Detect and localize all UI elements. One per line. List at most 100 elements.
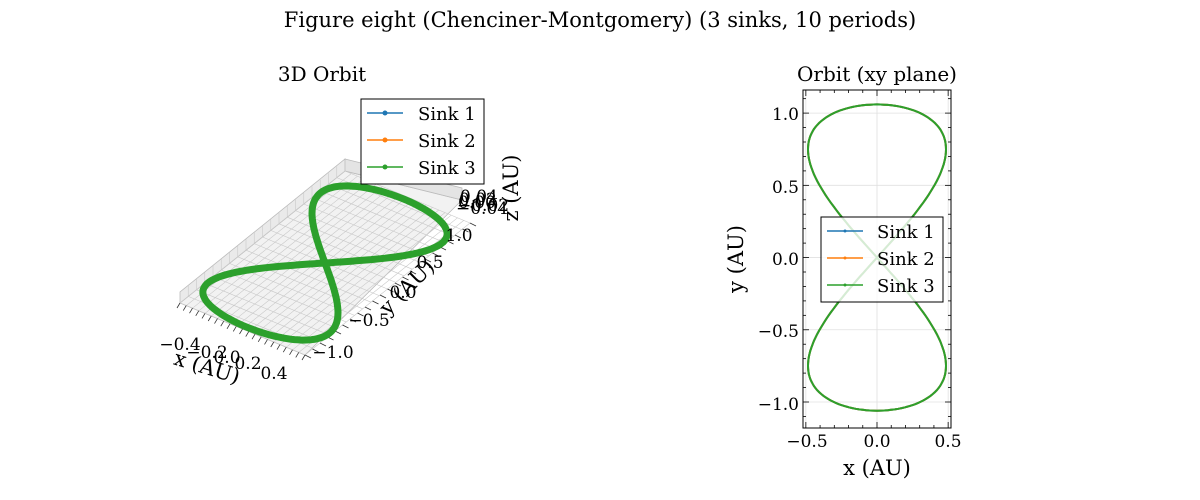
grid3d-line-y [221, 269, 347, 323]
z3d-axis-label: z (AU) [499, 155, 523, 222]
grid3d-line-y [212, 276, 339, 329]
y3d-tick-mark [462, 228, 469, 233]
x3d-tick-mark [220, 320, 225, 327]
grid3d-line-y [204, 282, 330, 336]
x3d-tick-mark [239, 328, 243, 335]
legend-sink-2-marker [843, 256, 847, 260]
x3d-tick-label: −0.2 [186, 343, 227, 363]
y3d-tick-label: −1.0 [312, 343, 353, 363]
sink-3-orbit-3d [199, 182, 451, 344]
y2d-tick-label: −1.0 [758, 395, 799, 415]
y3d-tick-mark [319, 342, 327, 347]
x2d-tick-label: 0.5 [934, 432, 961, 452]
z3d-tick-label: −0.02 [457, 196, 509, 216]
x3d-tick-mark [189, 307, 193, 314]
y3d-tick-mark [387, 288, 394, 293]
grid3d-line-y [254, 243, 380, 296]
y3d-tick-label: 1.0 [445, 226, 472, 246]
y3d-tick-mark [342, 324, 349, 329]
x2d-axis-label: x (AU) [843, 456, 911, 480]
legend-sink-2-label: Sink 2 [877, 249, 935, 270]
legend-sink-1-marker [843, 229, 847, 233]
y3d-tick-mark [304, 354, 312, 359]
legend-sink-2-marker [382, 137, 388, 143]
x3d-tick-label: −0.4 [159, 335, 200, 355]
legend-sink-3-label: Sink 3 [418, 158, 476, 179]
panel-2d-title: Orbit (xy plane) [797, 62, 957, 86]
x3d-tick-mark [176, 302, 181, 309]
grid3d-line-y [196, 289, 322, 343]
x3d-tick-mark [232, 326, 237, 332]
legend-sink-1-marker [382, 110, 388, 116]
x3d-tick-mark [201, 313, 206, 319]
legend-sink-3-marker [843, 283, 847, 287]
x3d-tick-mark [195, 310, 200, 317]
x2d-tick-label: 0.0 [863, 432, 890, 452]
y3d-tick-mark [357, 312, 364, 317]
x3d-tick-mark [214, 318, 218, 324]
y3d-tick-mark [447, 240, 454, 245]
y3d-tick-label: −0.5 [348, 311, 389, 331]
grid3d-line-y [320, 190, 446, 244]
panel-3d-ticks [176, 222, 477, 361]
x3d-tick-mark [226, 323, 231, 330]
panel-3d: 3D Orbit −0.4 −0.2 0.0 0.2 0.4 x (AU) −1… [159, 62, 523, 389]
y3d-tick-mark [409, 270, 417, 275]
x3d-tick-mark [301, 354, 306, 361]
legend-2d: Sink 1 Sink 2 Sink 3 [820, 216, 944, 303]
x3d-tick-label: 0.4 [260, 364, 287, 384]
x3d-tick-mark [257, 336, 262, 343]
grid3d-line-y [245, 249, 372, 303]
panel-3d-title: 3D Orbit [278, 62, 366, 86]
panel-2d: Orbit (xy plane) −0.5 0.0 0.5 x (AU) −1.… [724, 62, 962, 480]
y2d-axis-label: y (AU) [724, 225, 748, 294]
x3d-tick-mark [289, 349, 293, 356]
x3d-tick-mark [276, 344, 281, 350]
y2d-tick-label: 0.5 [772, 178, 799, 198]
grid3d-line-y [303, 203, 429, 257]
figure-title: Figure eight (Chenciner-Montgomery) (3 s… [284, 8, 916, 32]
legend-sink-1-label: Sink 1 [877, 222, 935, 243]
z3d-tick-label: 0.04 [460, 187, 498, 207]
z3d-tick-label: 0.00 [458, 193, 496, 213]
x3d-tick-mark [264, 339, 268, 345]
y2d-tick-label: −0.5 [758, 322, 799, 342]
x3d-tick-label: 0.2 [234, 354, 261, 374]
y2d-tick-label: 1.0 [772, 105, 799, 125]
y3d-tick-label: 0.0 [389, 283, 416, 303]
y3d-tick-mark [312, 348, 319, 353]
y3d-tick-mark [364, 306, 372, 311]
panel-2d-ticks [803, 90, 951, 428]
y3d-tick-mark [334, 330, 342, 335]
y3d-tick-mark [454, 234, 462, 239]
x3d-tick-mark [251, 333, 256, 340]
legend-sink-1-label: Sink 1 [418, 104, 476, 125]
legend-sink-2-label: Sink 2 [418, 131, 476, 152]
grid3d-line-y [278, 223, 405, 277]
y3d-tick-mark [394, 282, 402, 287]
legend-3d: Sink 1 Sink 2 Sink 3 [360, 98, 485, 185]
x3d-tick-label: 0.0 [213, 348, 240, 368]
y3d-tick-mark [469, 222, 477, 227]
legend-sink-3-marker [382, 164, 388, 170]
x2d-tick-label: −0.5 [786, 432, 827, 452]
y3d-tick-mark [402, 276, 409, 281]
y3d-tick-mark [372, 300, 379, 305]
y3d-tick-mark [379, 294, 387, 299]
x3d-tick-mark [295, 352, 300, 358]
x3d-tick-mark [282, 346, 287, 353]
y2d-tick-label: 0.0 [772, 250, 799, 270]
grid3d-line-y [328, 183, 454, 237]
x3d-tick-mark [245, 331, 250, 337]
y3d-tick-mark [424, 258, 432, 263]
y3d-tick-mark [432, 252, 439, 257]
x3d-tick-mark [207, 315, 212, 322]
legend-sink-3-label: Sink 3 [877, 276, 935, 297]
y3d-tick-mark [417, 264, 424, 269]
z3d-tick-label: −0.04 [456, 199, 508, 219]
grid3d-line-y [311, 197, 438, 250]
x3d-tick-mark [270, 341, 275, 348]
z3d-tick-label: 0.02 [459, 190, 497, 210]
x3d-tick-mark [182, 305, 187, 311]
